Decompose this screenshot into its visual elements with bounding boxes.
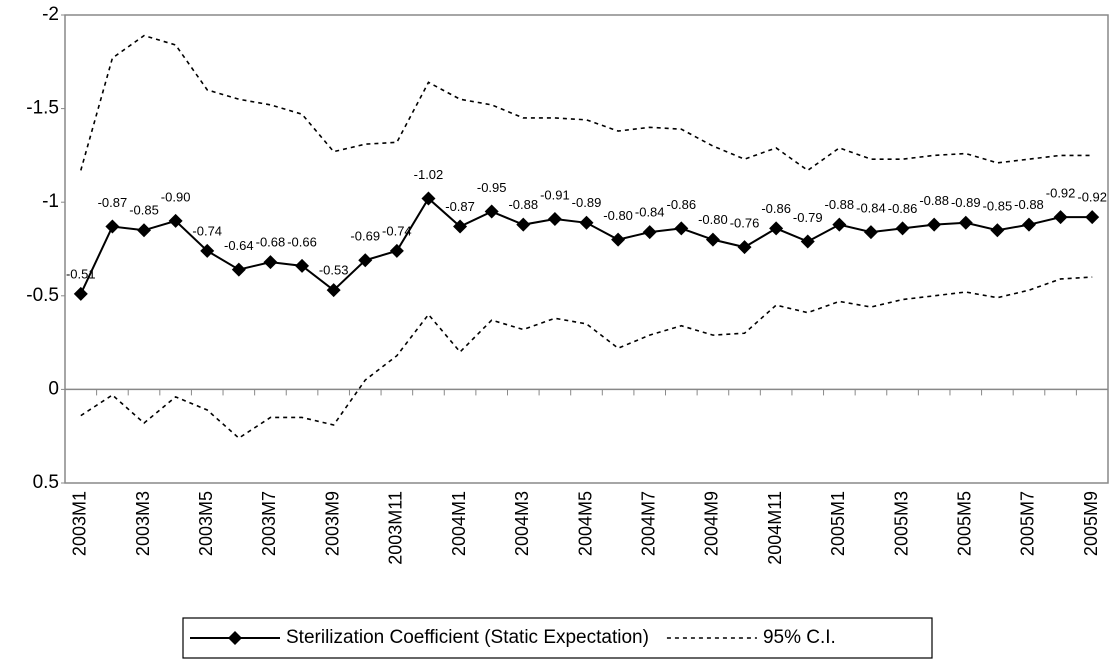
data-point [137, 223, 152, 238]
data-point [484, 204, 499, 219]
x-tick-label: 2005M1 [828, 491, 848, 556]
value-label: -0.86 [666, 197, 696, 212]
data-point [832, 217, 847, 232]
legend-marker [228, 631, 242, 645]
value-label: -0.80 [698, 212, 728, 227]
value-label: -0.76 [730, 216, 760, 231]
x-tick-label: 2003M3 [133, 491, 153, 556]
data-point [958, 215, 973, 230]
data-point [642, 225, 657, 240]
value-label: -0.53 [319, 263, 349, 278]
value-label: -0.91 [540, 187, 570, 202]
value-label: -0.86 [888, 201, 918, 216]
x-tick-label: 2003M9 [322, 491, 342, 556]
value-label: -0.87 [445, 199, 475, 214]
data-point [453, 219, 468, 234]
data-point [547, 212, 562, 227]
x-tick-label: 2004M11 [765, 491, 785, 565]
y-tick-label: -1 [42, 191, 59, 212]
x-tick-label: 2005M7 [1018, 491, 1038, 556]
data-point [168, 213, 183, 228]
data-point [326, 283, 341, 298]
x-tick-label: 2004M1 [449, 491, 469, 556]
value-label: -0.68 [256, 235, 286, 250]
y-tick-label: 0 [48, 378, 59, 399]
value-label: -0.95 [477, 180, 507, 195]
value-label: -0.51 [66, 266, 96, 281]
plot-frame [64, 14, 1109, 484]
ci-line [80, 34, 1093, 172]
x-tick-label: 2005M5 [955, 491, 975, 556]
y-tick-label: -2 [42, 4, 59, 25]
value-label: -0.88 [825, 197, 855, 212]
value-label: -0.74 [192, 223, 222, 238]
value-label: -0.88 [1014, 197, 1044, 212]
x-tick-label: 2004M7 [638, 491, 658, 556]
x-tick-label: 2004M5 [575, 491, 595, 556]
data-point [358, 253, 373, 268]
value-label: -0.88 [919, 193, 949, 208]
data-point [579, 215, 594, 230]
y-tick-label: -1.5 [26, 98, 59, 119]
value-label: -0.79 [793, 210, 823, 225]
value-label: -0.86 [761, 201, 791, 216]
data-point [927, 217, 942, 232]
data-point [295, 258, 310, 273]
value-label: -0.92 [1046, 186, 1076, 201]
value-label: -0.92 [1077, 190, 1107, 205]
value-label: -0.84 [856, 201, 886, 216]
data-point [105, 219, 120, 234]
data-point [200, 243, 215, 258]
x-tick-label: 2003M5 [196, 491, 216, 556]
data-point [737, 240, 752, 255]
value-label: -1.02 [414, 167, 444, 182]
x-tick-label: 2004M3 [512, 491, 532, 556]
value-label: -0.80 [603, 208, 633, 223]
data-point [1053, 210, 1068, 225]
data-point [674, 221, 689, 236]
y-tick-label: -0.5 [26, 285, 59, 306]
value-label: -0.85 [129, 203, 159, 218]
value-label: -0.87 [98, 195, 128, 210]
legend-label: Sterilization Coefficient (Static Expect… [286, 627, 649, 648]
ci-line [80, 276, 1093, 440]
value-label: -0.85 [983, 199, 1013, 214]
value-label: -0.90 [161, 189, 191, 204]
x-tick-label: 2005M9 [1081, 491, 1101, 556]
data-point [263, 255, 278, 270]
data-point [611, 232, 626, 247]
data-point [990, 223, 1005, 238]
data-point [1085, 210, 1100, 225]
data-point [895, 221, 910, 236]
data-point [73, 286, 88, 301]
value-label: -0.89 [951, 195, 981, 210]
data-point [863, 225, 878, 240]
data-point [769, 221, 784, 236]
x-tick-label: 2003M7 [259, 491, 279, 556]
data-point [705, 232, 720, 247]
x-tick-label: 2003M11 [386, 491, 406, 565]
x-tick-label: 2003M1 [70, 491, 90, 556]
y-tick-label: 0.5 [33, 472, 59, 493]
data-point [1021, 217, 1036, 232]
value-label: -0.88 [508, 197, 538, 212]
x-tick-label: 2004M9 [702, 491, 722, 556]
data-point [800, 234, 815, 249]
value-label: -0.74 [382, 223, 412, 238]
value-label: -0.89 [572, 195, 602, 210]
data-point [389, 243, 404, 258]
legend-label: 95% C.I. [763, 627, 836, 648]
legend-box [182, 617, 933, 659]
data-point [421, 191, 436, 206]
data-point [231, 262, 246, 277]
value-label: -0.66 [287, 234, 317, 249]
value-label: -0.84 [635, 205, 665, 220]
value-label: -0.69 [350, 229, 380, 244]
data-point [516, 217, 531, 232]
value-label: -0.64 [224, 238, 254, 253]
x-tick-label: 2005M3 [891, 491, 911, 556]
